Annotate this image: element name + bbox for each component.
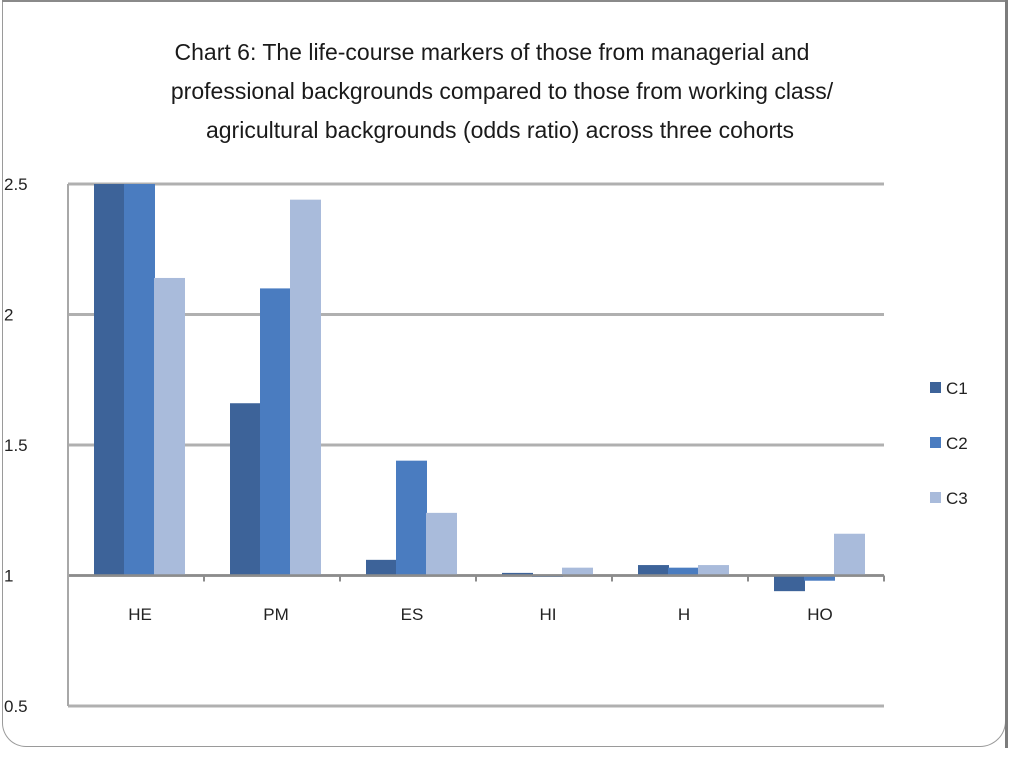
y-axis-tick-labels: 2.5 2 1.5 1 0.5: [4, 175, 28, 716]
grid-lines: [68, 182, 884, 708]
x-axis-tick-labels: HE PM ES HI H HO: [128, 605, 833, 624]
legend: C1 C2 C3: [930, 379, 968, 508]
x-tick-label: ES: [401, 605, 424, 624]
bar-h-c1: [638, 565, 669, 576]
legend-swatch-c1: [930, 382, 941, 393]
bar-es-c3: [426, 512, 457, 576]
chart-title-line-2: professional backgrounds compared to tho…: [171, 78, 834, 104]
bar-pm-c3: [290, 199, 321, 576]
legend-label-c3: C3: [946, 489, 968, 508]
legend-swatch-c3: [930, 492, 941, 503]
frame-right-border: [1005, 0, 1008, 748]
bar-hi-c3: [562, 567, 593, 576]
bar-ho-c2: [804, 575, 835, 581]
x-tick-label: HE: [128, 605, 152, 624]
y-tick-label: 1: [4, 567, 13, 586]
bar-pm-c2: [260, 288, 291, 576]
x-tick-label: HI: [540, 605, 557, 624]
y-tick-label: 2: [4, 306, 13, 325]
chart-title: Chart 6: The life-course markers of thos…: [171, 39, 834, 143]
chart-title-line-3: agricultural backgrounds (odds ratio) ac…: [206, 117, 794, 143]
bar-ho-c3: [834, 533, 865, 576]
bar-ho-c1: [774, 575, 805, 592]
y-tick-label: 0.5: [4, 697, 28, 716]
frame-top-border: [2, 0, 1005, 2]
legend-label-c1: C1: [946, 379, 968, 398]
y-tick-label: 2.5: [4, 175, 28, 194]
x-axis: [67, 184, 885, 706]
bar-hi-c1: [502, 572, 533, 576]
bar-he-c3: [154, 277, 185, 576]
bars: [94, 184, 865, 592]
bar-h-c3: [698, 565, 729, 576]
bar-pm-c1: [230, 403, 261, 576]
y-tick-label: 1.5: [4, 436, 28, 455]
bar-he-c1: [94, 184, 125, 576]
bar-es-c1: [366, 559, 397, 576]
chart-title-line-1: Chart 6: The life-course markers of thos…: [175, 39, 810, 65]
legend-label-c2: C2: [946, 434, 968, 453]
bar-h-c2: [668, 567, 699, 576]
bar-es-c2: [396, 460, 427, 576]
bar-he-c2: [124, 184, 155, 576]
x-tick-label: H: [678, 605, 690, 624]
legend-swatch-c2: [930, 437, 941, 448]
x-tick-label: PM: [263, 605, 289, 624]
x-tick-label: HO: [807, 605, 833, 624]
